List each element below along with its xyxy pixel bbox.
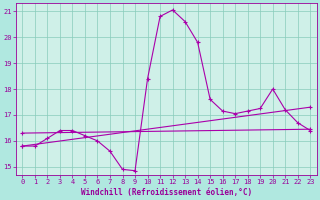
X-axis label: Windchill (Refroidissement éolien,°C): Windchill (Refroidissement éolien,°C) — [81, 188, 252, 197]
